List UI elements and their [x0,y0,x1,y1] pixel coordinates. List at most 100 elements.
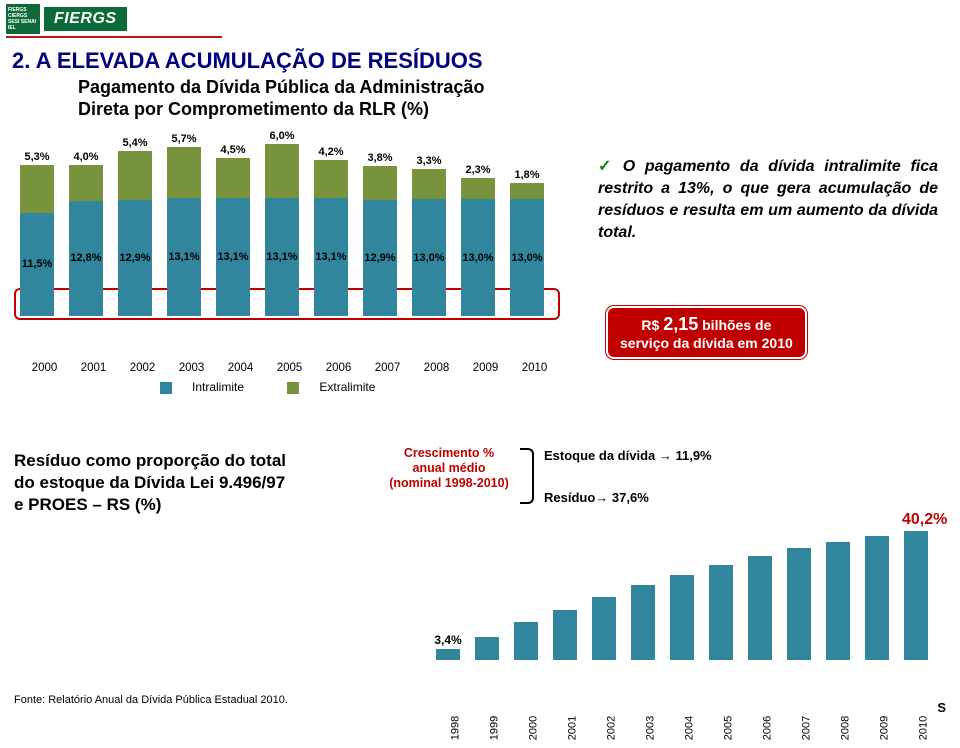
bar-label: 3,4% [425,633,471,647]
bar-col: 13,0%2,3% [461,178,495,316]
growth-l3: (nominal 1998-2010) [389,476,509,490]
chart1-title-l2: Direta por Comprometimento da RLR (%) [78,99,429,119]
bar-extra-label: 5,3% [20,151,54,163]
bar-extra-label: 5,4% [118,137,152,149]
xaxis-label: 2005 [265,362,314,374]
xaxis-label: 2008 [840,709,852,748]
bar [865,536,889,660]
bar-extra-label: 3,3% [412,155,446,167]
bar [436,649,460,660]
bar-col: 11,5%5,3% [20,165,54,316]
bar-col: 13,0%3,3% [412,169,446,316]
residuo-line: Resíduo→ 37,6% [544,490,649,505]
xaxis-label: 1999 [489,709,501,748]
bar-col: 13,0%1,8% [510,183,544,316]
bar [787,548,811,660]
bar [553,610,577,660]
xaxis-label: 2000 [20,362,69,374]
bar-extra [20,165,54,213]
xaxis-label: 2004 [684,709,696,748]
bar-extra-label: 5,7% [167,133,201,145]
growth-l2: anual médio [413,461,486,475]
xaxis-label: 2006 [762,709,774,748]
bar-intra-label: 13,1% [216,251,250,263]
bar [826,542,850,660]
sub-title-l2: do estoque da Dívida Lei 9.496/97 [14,473,285,492]
bar-extra-label: 6,0% [265,130,299,142]
xaxis-label: 2000 [528,709,540,748]
bar-intra-label: 13,0% [461,252,495,264]
bar-intra-label: 13,1% [167,251,201,263]
bar-col: 13,1%6,0% [265,144,299,316]
xaxis-label: 2002 [606,709,618,748]
bar-extra-label: 2,3% [461,164,495,176]
bar-extra [363,166,397,200]
logo-main-wrap: FIERGS [44,7,127,31]
bar-extra [69,165,103,201]
xaxis-label: 2010 [918,709,930,748]
bar [631,585,655,660]
xaxis-label: 2003 [167,362,216,374]
logo-small: FIERGS CIERGS SESI SENAI IEL [6,4,40,34]
bar-col: 12,9%3,8% [363,166,397,316]
bar-intra-label: 13,0% [510,252,544,264]
logo: FIERGS CIERGS SESI SENAI IEL FIERGS [0,0,960,34]
chart1: 11,5%5,3%12,8%4,0%12,9%5,4%13,1%5,7%13,1… [20,126,560,356]
bar [709,565,733,660]
bar [514,622,538,660]
chart1-plot: 11,5%5,3%12,8%4,0%12,9%5,4%13,1%5,7%13,1… [20,126,560,316]
bar-extra [314,160,348,198]
estoque-line: Estoque da dívida → 11,9% [544,448,712,463]
xaxis-label: 2004 [216,362,265,374]
xaxis-label: 2008 [412,362,461,374]
xaxis-label: 2001 [567,709,579,748]
bar-extra [510,183,544,199]
xaxis-label: 2005 [723,709,735,748]
sub-title: Resíduo como proporção do total do estoq… [14,450,286,516]
chart2: 3,4% 19981999200020012002200320042005200… [436,520,946,700]
bar-extra-label: 4,2% [314,146,348,158]
sub-title-l1: Resíduo como proporção do total [14,451,286,470]
callout-l2: serviço da dívida em 2010 [620,335,793,351]
callout-l1a: R$ [641,317,663,333]
chart1-legend: Intralimite Extralimite [160,380,960,394]
xaxis-label: 2009 [879,709,891,748]
callout-l1b: 2,15 [663,314,698,334]
bar-col: 13,1%5,7% [167,147,201,316]
bar-extra-label: 4,0% [69,151,103,163]
bracket-icon [520,448,534,504]
growth-l1: Crescimento % [404,446,494,460]
xaxis-label: 2007 [363,362,412,374]
bar-extra [167,147,201,198]
bar [670,575,694,660]
bar-intra-label: 12,9% [363,252,397,264]
legend-intra: Intralimite [160,380,264,394]
bar-extra-label: 4,5% [216,144,250,156]
right-bullet: ✓O pagamento da dívida intralimite fica … [598,156,938,244]
xaxis-label: 2006 [314,362,363,374]
chart1-xaxis: 2000200120022003200420052006200720082009… [20,362,560,374]
page-marker: S [937,700,946,715]
growth-label: Crescimento % anual médio (nominal 1998-… [374,446,524,491]
sub-title-l3: e PROES – RS (%) [14,495,161,514]
bar-col: 12,9%5,4% [118,151,152,316]
xaxis-label: 2003 [645,709,657,748]
bar-extra [265,144,299,198]
bar-extra [461,178,495,199]
chart2-max-label: 40,2% [902,511,947,529]
callout: R$ 2,15 bilhões de serviço da dívida em … [606,306,807,359]
bar [748,556,772,660]
bar-intra-label: 13,0% [412,252,446,264]
chart1-title: Pagamento da Dívida Pública da Administr… [78,76,960,120]
callout-l1c: bilhões de [698,317,771,333]
section-title: 2. A ELEVADA ACUMULAÇÃO DE RESÍDUOS [12,48,960,74]
bar-intra-label: 13,1% [314,251,348,263]
bar-extra [216,158,250,199]
bar-intra-label: 12,9% [118,252,152,264]
xaxis-label: 2002 [118,362,167,374]
bar [475,637,499,660]
xaxis-label: 2010 [510,362,559,374]
bar [592,597,616,660]
chart2-plot: 3,4% [436,520,946,660]
xaxis-label: 2007 [801,709,813,748]
